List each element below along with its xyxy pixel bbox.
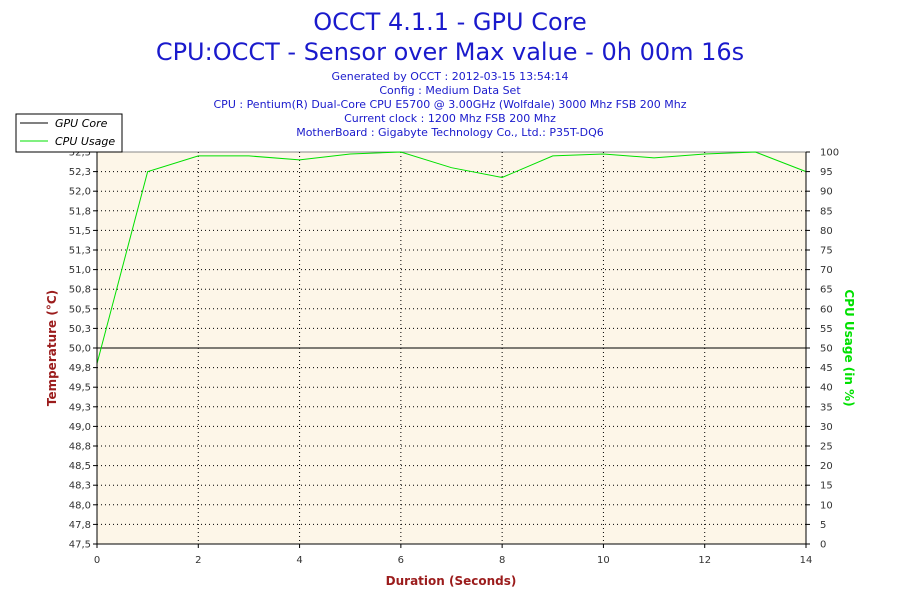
y2-tick-label: 75 — [820, 246, 833, 257]
x-tick-label: 4 — [296, 555, 302, 566]
y-tick-label: 52,5 — [69, 148, 91, 159]
y-tick-label: 49,8 — [69, 363, 91, 374]
chart-subtitle: CPU:OCCT - Sensor over Max value - 0h 00… — [156, 38, 744, 66]
series-line-cpu-usage — [96, 151, 807, 364]
y2-tick-label: 20 — [820, 461, 833, 472]
y-tick-label: 48,8 — [69, 442, 91, 453]
y2-tick-label: 10 — [820, 500, 833, 511]
y-tick-label: 52,3 — [69, 167, 91, 178]
y2-tick-label: 65 — [820, 285, 833, 296]
y-tick-label: 48,3 — [69, 481, 91, 492]
x-tick-label: 12 — [698, 555, 711, 566]
info-line-motherboard: MotherBoard : Gigabyte Technology Co., L… — [296, 126, 604, 139]
x-tick-label: 8 — [499, 555, 505, 566]
legend-label-cpu-usage: CPU Usage — [55, 135, 115, 148]
info-line-generated: Generated by OCCT : 2012-03-15 13:54:14 — [331, 70, 568, 83]
y-tick-label: 50,0 — [69, 344, 91, 355]
legend: GPU Core CPU Usage — [15, 113, 123, 153]
y2-tick-label: 60 — [820, 304, 833, 315]
x-tick-label: 2 — [195, 555, 201, 566]
y-tick-label: 47,8 — [69, 520, 91, 531]
y2-tick-label: 5 — [820, 520, 826, 531]
y-tick-label: 50,3 — [69, 324, 91, 335]
info-line-config: Config : Medium Data Set — [379, 84, 521, 97]
y2-tick-label: 80 — [820, 226, 833, 237]
info-line-cpu: CPU : Pentium(R) Dual-Core CPU E5700 @ 3… — [214, 98, 687, 111]
y-tick-label: 51,0 — [69, 265, 91, 276]
series-layer — [96, 151, 807, 364]
y-axis-title: Temperature (°C) — [45, 290, 59, 406]
y2-tick-label: 50 — [820, 344, 833, 355]
info-line-clock: Current clock : 1200 Mhz FSB 200 Mhz — [344, 112, 556, 125]
x-axis-title: Duration (Seconds) — [386, 574, 517, 588]
y-tick-label: 49,5 — [69, 383, 91, 394]
chart-title: OCCT 4.1.1 - GPU Core — [313, 8, 587, 36]
x-tick-label: 10 — [597, 555, 610, 566]
y-tick-label: 48,5 — [69, 461, 91, 472]
legend-box — [15, 113, 123, 153]
y2-tick-label: 35 — [820, 402, 833, 413]
y-tick-label: 49,3 — [69, 402, 91, 413]
y-tick-label: 47,5 — [69, 540, 91, 551]
y-tick-label: 51,8 — [69, 206, 91, 217]
legend-label-gpu-core: GPU Core — [55, 117, 108, 130]
y2-tick-label: 30 — [820, 422, 833, 433]
y2-axis-title: CPU Usage (in %) — [842, 289, 856, 406]
y-tick-label: 51,3 — [69, 246, 91, 257]
x-tick-label: 0 — [94, 555, 100, 566]
axis-ticks: 47,5 47,8 48,0 48,3 48,5 48,8 49,0 49,3 49,5 49,8… — [69, 148, 839, 567]
y2-tick-label: 40 — [820, 383, 833, 394]
y2-tick-label: 45 — [820, 363, 833, 374]
y2-tick-label: 85 — [820, 206, 833, 217]
y2-tick-label: 25 — [820, 442, 833, 453]
y-tick-label: 50,5 — [69, 304, 91, 315]
y-tick-label: 52,0 — [69, 187, 91, 198]
y2-tick-label: 55 — [820, 324, 833, 335]
y-tick-label: 48,0 — [69, 500, 91, 511]
y2-tick-label: 0 — [820, 540, 826, 551]
y2-tick-label: 95 — [820, 167, 833, 178]
y2-tick-label: 90 — [820, 187, 833, 198]
y-tick-label: 51,5 — [69, 226, 91, 237]
y2-tick-label: 15 — [820, 481, 833, 492]
y-tick-label: 49,0 — [69, 422, 91, 433]
x-tick-label: 6 — [398, 555, 404, 566]
y-tick-label: 50,8 — [69, 285, 91, 296]
y2-tick-label: 70 — [820, 265, 833, 276]
y2-tick-label: 100 — [820, 148, 839, 159]
x-tick-label: 14 — [800, 555, 813, 566]
